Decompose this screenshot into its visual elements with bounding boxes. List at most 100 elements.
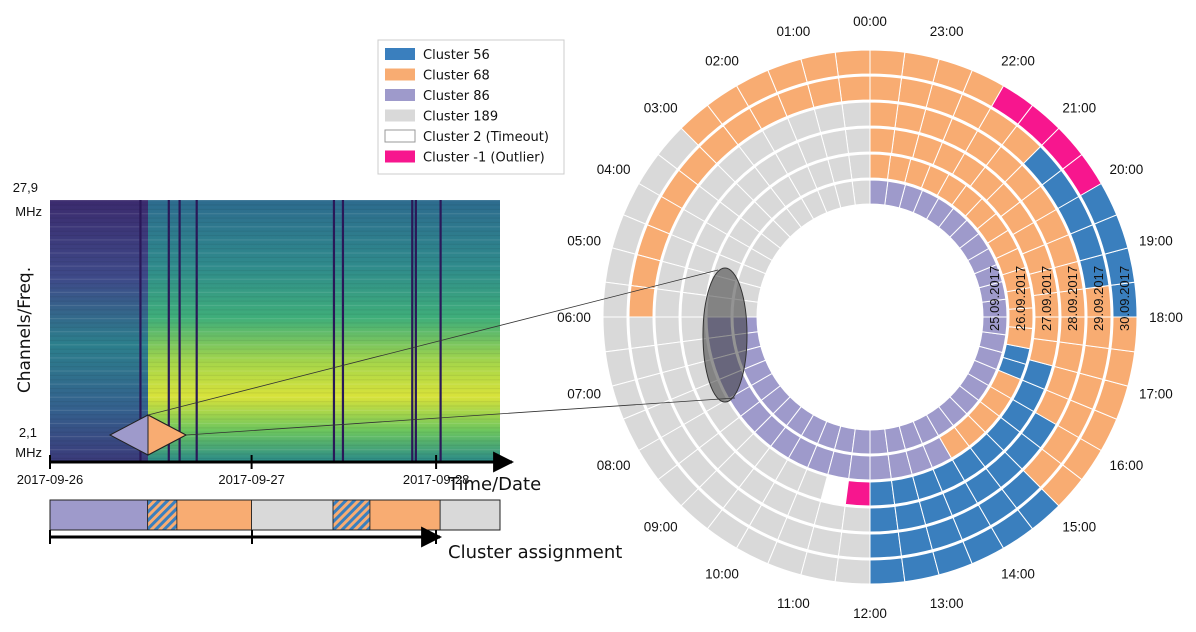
hour-label: 14:00 xyxy=(1001,566,1035,581)
channel-stripe xyxy=(50,348,500,350)
legend-label: Cluster -1 (Outlier) xyxy=(423,151,545,166)
event-lines xyxy=(139,200,442,462)
channel-stripe xyxy=(50,374,500,376)
radial-cell xyxy=(834,557,871,585)
channel-stripe xyxy=(50,366,500,368)
x-axis-label: Time/Date xyxy=(447,474,541,495)
channel-stripe xyxy=(50,326,500,328)
radial-cell xyxy=(800,551,839,583)
legend-swatch xyxy=(385,109,415,122)
y-axis-label: Channels/Freq. xyxy=(15,267,35,393)
x-tick-label: 2017-09-26 xyxy=(17,472,84,487)
hour-label: 21:00 xyxy=(1062,101,1096,116)
channel-stripe xyxy=(50,278,500,280)
hour-label: 16:00 xyxy=(1109,458,1143,473)
hour-label: 03:00 xyxy=(644,101,678,116)
channel-stripe xyxy=(50,414,500,416)
zoom-lens xyxy=(702,267,748,403)
radial-cell xyxy=(851,428,871,455)
hour-label: 08:00 xyxy=(597,458,631,473)
hour-label: 19:00 xyxy=(1139,233,1173,248)
radial-cell xyxy=(604,247,636,286)
assignment-label: Cluster assignment xyxy=(448,542,622,563)
channel-stripe xyxy=(50,248,500,250)
x-tick-label: 2017-09-28 xyxy=(403,472,470,487)
legend-swatch xyxy=(385,48,415,60)
channel-stripe xyxy=(50,274,500,276)
channel-stripe xyxy=(50,387,500,390)
channel-stripe xyxy=(50,221,500,224)
channel-stripe xyxy=(50,322,500,324)
hour-label: 22:00 xyxy=(1001,54,1035,69)
radial-cell xyxy=(844,480,871,507)
legend-swatch xyxy=(385,150,415,163)
radial-cell xyxy=(869,454,892,481)
radial-cell xyxy=(897,77,933,109)
channel-stripe xyxy=(50,287,500,289)
radial-cell xyxy=(656,260,687,293)
assignment-segment xyxy=(147,499,178,531)
radial-cell xyxy=(869,153,892,180)
channel-stripe xyxy=(50,213,500,215)
channel-stripe xyxy=(50,309,500,311)
hour-label: 23:00 xyxy=(930,24,964,39)
channel-stripe xyxy=(50,379,500,381)
assignment-segment xyxy=(369,499,441,531)
radial-cell xyxy=(654,288,682,318)
channel-stripe xyxy=(50,352,500,355)
ring-date-label: 29.09.2017 xyxy=(1091,266,1106,331)
radial-cell xyxy=(654,316,682,346)
radial-cell xyxy=(841,505,871,533)
hour-label: 07:00 xyxy=(567,387,601,402)
radial-cell xyxy=(894,103,927,134)
radial-cell xyxy=(807,525,843,557)
legend-swatch xyxy=(385,89,415,101)
spectrogram-panel: 27,9 MHz 2,1 MHz Channels/Freq. 2017-09-… xyxy=(13,180,541,495)
legend: Cluster 56 Cluster 68 Cluster 86 Cluster 18… xyxy=(377,39,565,175)
channel-stripe xyxy=(50,261,500,263)
x-ticks: 2017-09-26 2017-09-27 2017-09-28 xyxy=(17,455,470,487)
channel-stripe xyxy=(50,401,500,403)
radial-cluster-chart: 00:00 01:00 02:00 03:00 04:00 05:00 06:00 07:00… xyxy=(557,14,1183,621)
channel-stripe xyxy=(50,252,500,254)
ring-date-label: 26.09.2017 xyxy=(1013,266,1028,331)
channel-stripe xyxy=(50,449,500,451)
zoom-line-top xyxy=(147,269,719,416)
radial-cell xyxy=(848,454,871,481)
ring-date-label: 27.09.2017 xyxy=(1039,266,1054,331)
legend-label: Cluster 189 xyxy=(423,110,498,125)
channel-stripe xyxy=(50,304,500,307)
assignment-segment xyxy=(176,499,252,531)
radial-cell xyxy=(630,254,662,290)
assignment-frame xyxy=(49,499,501,531)
radial-cell xyxy=(869,127,896,154)
channel-stripe xyxy=(50,230,500,232)
channel-stripe xyxy=(50,226,500,228)
radial-cell xyxy=(602,281,630,318)
assignment-segment xyxy=(251,499,334,531)
assignment-segment xyxy=(439,499,501,531)
channel-stripe xyxy=(50,440,500,442)
channel-stripe xyxy=(50,357,500,359)
hour-label: 11:00 xyxy=(777,596,810,611)
ring-date-label: 25.09.2017 xyxy=(987,266,1002,331)
radial-cell xyxy=(901,51,940,83)
radial-cell xyxy=(834,49,871,77)
channel-stripe xyxy=(50,317,500,320)
legend-label: Cluster 68 xyxy=(423,69,490,84)
assignment-segment xyxy=(332,499,371,531)
radial-cell xyxy=(628,284,656,318)
radial-cell xyxy=(869,557,906,585)
channel-stripe xyxy=(50,409,500,411)
hour-label: 20:00 xyxy=(1109,162,1143,177)
radial-cell xyxy=(628,316,656,350)
x-tick-label: 2017-09-27 xyxy=(218,472,285,487)
channel-stripe xyxy=(50,208,500,210)
channel-stripe xyxy=(50,256,500,259)
hour-label: 09:00 xyxy=(644,519,678,534)
channel-stripe xyxy=(50,234,500,237)
channel-stripe xyxy=(50,243,500,245)
channel-stripe xyxy=(50,431,500,433)
channel-stripe xyxy=(50,457,500,460)
radial-cell xyxy=(813,500,846,531)
